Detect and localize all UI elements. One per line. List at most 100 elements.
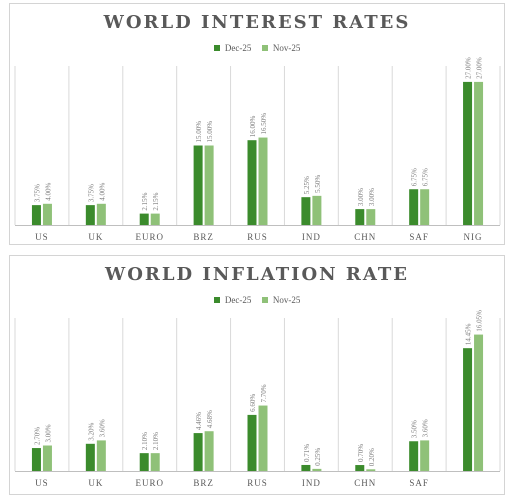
- category-label: US: [35, 478, 49, 488]
- data-label: 2.15%: [141, 192, 149, 210]
- data-label: 27.00%: [476, 57, 484, 79]
- category-label: CHN: [354, 232, 376, 242]
- bar-dec-euro: [139, 453, 149, 471]
- category-label: NIG: [464, 232, 483, 242]
- category-label: BRZ: [193, 232, 214, 242]
- legend-item-dec: Dec-25: [213, 42, 252, 54]
- data-label: 4.00%: [44, 183, 52, 201]
- bar-nov-chn: [366, 209, 376, 225]
- data-label: 3.00%: [368, 188, 376, 206]
- chart-legend: Dec-25 Nov-25: [10, 42, 504, 53]
- data-label: 4.00%: [98, 183, 106, 201]
- bar-dec-saf: [409, 189, 419, 225]
- chart-title: WORLD INFLATION RATE: [105, 264, 409, 285]
- bar-dec-nig: [463, 81, 473, 226]
- category-label: RUS: [247, 232, 268, 242]
- bar-nov-ind: [312, 195, 322, 225]
- interest-rates-plot: 3.75% 4.00%US3.75% 4.00%UK2.15% 2.15%EURO15…: [14, 57, 501, 242]
- data-label: 3.75%: [87, 184, 95, 202]
- data-label: 3.00%: [357, 188, 365, 206]
- bar-nov-brz: [204, 431, 214, 471]
- legend-swatch-dec: [213, 297, 220, 304]
- legend-item-nov: Nov-25: [261, 42, 301, 54]
- category-label: SAF: [409, 478, 429, 488]
- bar-nov-us: [42, 445, 52, 471]
- data-label: 15.00%: [195, 121, 203, 143]
- inflation-rate-plot: 2.70% 3.00%US3.20% 3.60%UK2.10% 2.10%EURO4.…: [14, 310, 501, 488]
- bar-nov-uk: [96, 440, 106, 471]
- bar-nov-rus: [258, 137, 268, 225]
- bar-dec-rus: [247, 140, 257, 225]
- bar-nov-chn: [366, 469, 376, 471]
- bar-nov-saf: [420, 189, 430, 225]
- interest-rates-chart: WORLD INTEREST RATES Dec-25 Nov-25 3.75%…: [9, 3, 505, 245]
- data-label: 27.00%: [465, 57, 473, 79]
- bar-dec-uk: [85, 205, 95, 225]
- data-label: 3.60%: [98, 419, 106, 437]
- data-label: 5.50%: [314, 175, 322, 193]
- data-label: 5.25%: [303, 176, 311, 194]
- legend-swatch-dec: [213, 45, 220, 52]
- data-label: 3.75%: [33, 184, 41, 202]
- legend-swatch-nov: [261, 297, 268, 304]
- bar-dec-cat8: [463, 348, 473, 471]
- category-label: UK: [88, 478, 103, 488]
- bar-dec-rus: [247, 414, 257, 471]
- category-label: US: [35, 232, 49, 242]
- data-label: 6.75%: [422, 168, 430, 186]
- bar-dec-chn: [355, 465, 365, 471]
- legend-label-dec: Dec-25: [224, 295, 252, 306]
- data-label: 16.50%: [260, 113, 268, 135]
- bar-nov-euro: [150, 453, 160, 471]
- inflation-rate-chart: WORLD INFLATION RATE Dec-25 Nov-25 2.70%…: [9, 255, 505, 495]
- data-label: 4.68%: [206, 410, 214, 428]
- legend-item-dec: Dec-25: [213, 294, 252, 306]
- chart-legend: Dec-25 Nov-25: [10, 294, 504, 305]
- category-label: EURO: [135, 232, 164, 242]
- data-label: 6.60%: [249, 394, 257, 412]
- bar-nov-rus: [258, 405, 268, 471]
- bar-nov-euro: [150, 213, 160, 225]
- bar-nov-us: [42, 203, 52, 225]
- bar-nov-nig: [474, 81, 484, 226]
- data-label: 4.46%: [195, 412, 203, 430]
- data-label: 0.20%: [368, 448, 376, 466]
- legend-label-dec: Dec-25: [224, 43, 252, 54]
- bar-nov-ind: [312, 468, 322, 471]
- bar-nov-uk: [96, 203, 106, 225]
- bar-dec-us: [31, 205, 41, 225]
- data-label: 3.60%: [422, 419, 430, 437]
- data-label: 15.00%: [206, 121, 214, 143]
- bar-dec-brz: [193, 145, 203, 225]
- data-label: 6.75%: [411, 168, 419, 186]
- bar-nov-cat8: [474, 334, 484, 471]
- data-label: 16.00%: [249, 115, 257, 137]
- chart-title: WORLD INTEREST RATES: [103, 12, 411, 33]
- data-label: 2.10%: [152, 432, 160, 450]
- bar-dec-uk: [85, 443, 95, 471]
- data-label: 2.10%: [141, 432, 149, 450]
- legend-item-nov: Nov-25: [261, 294, 300, 305]
- data-label: 3.00%: [44, 424, 52, 442]
- bar-dec-brz: [193, 433, 203, 471]
- bar-dec-saf: [409, 441, 419, 471]
- data-label: 14.45%: [465, 323, 473, 345]
- data-label: 0.25%: [314, 448, 322, 466]
- data-label: 2.15%: [152, 192, 160, 210]
- category-label: BRZ: [193, 478, 214, 488]
- bar-dec-ind: [301, 197, 311, 225]
- data-label: 3.50%: [411, 420, 419, 438]
- legend-label-nov: Nov-25: [272, 43, 301, 54]
- data-label: 16.05%: [476, 310, 484, 332]
- data-label: 0.71%: [303, 444, 311, 462]
- bar-dec-chn: [355, 209, 365, 225]
- data-label: 7.70%: [260, 384, 268, 402]
- bar-nov-brz: [204, 145, 214, 225]
- bar-nov-saf: [420, 440, 430, 471]
- bar-dec-us: [31, 448, 41, 471]
- category-label: IND: [302, 232, 321, 242]
- data-label: 3.20%: [87, 423, 95, 441]
- bar-dec-euro: [139, 213, 149, 225]
- data-label: 2.70%: [33, 427, 41, 445]
- category-label: UK: [88, 232, 103, 242]
